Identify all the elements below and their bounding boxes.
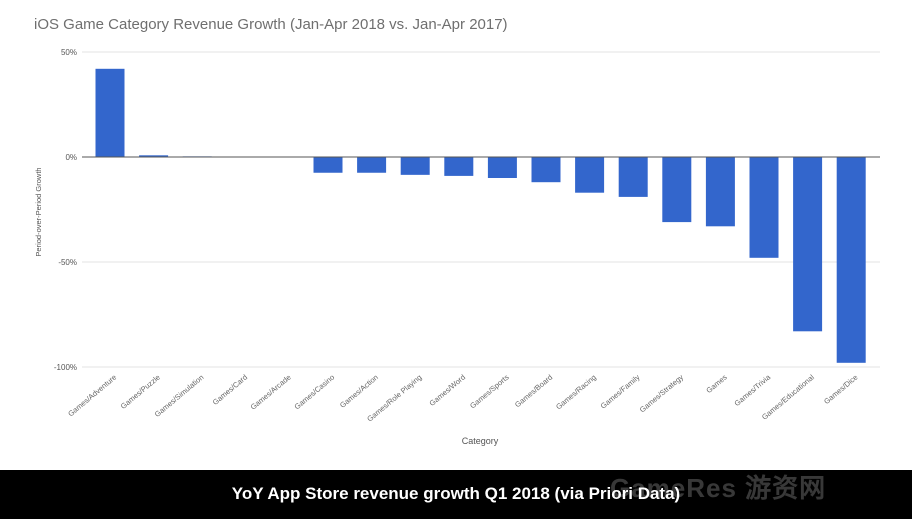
- x-tick-labels: Games/Adventure Games/PuzzleGames/Simulat…: [66, 372, 859, 423]
- x-tick-label: Games/Arcade: [249, 373, 293, 412]
- x-tick-label: Games/Trivia: [733, 372, 773, 408]
- bar: [139, 155, 169, 157]
- bars: [95, 68, 866, 363]
- gridlines: [82, 51, 880, 368]
- x-tick-label: Games/Strategy: [638, 372, 685, 414]
- bar: [793, 157, 823, 332]
- bar: [313, 157, 343, 173]
- x-tick-label: Games/Dice: [822, 373, 859, 406]
- x-tick-label: Games/Word: [428, 373, 468, 408]
- x-axis-label: Category: [462, 436, 499, 446]
- y-tick-label: 0%: [65, 153, 77, 162]
- bar: [749, 157, 779, 258]
- chart-title: iOS Game Category Revenue Growth (Jan-Ap…: [34, 16, 508, 33]
- bar-chart: 50% 0% -50% -100% Games/Adventure Games/Puzz…: [34, 48, 880, 446]
- bar: [400, 157, 430, 175]
- x-tick-label: Games: [704, 372, 728, 395]
- x-tick-label: Games/Board: [513, 373, 554, 410]
- bar: [444, 157, 474, 176]
- y-tick-labels: 50% 0% -50% -100%: [54, 48, 77, 372]
- y-tick-label: -50%: [58, 258, 77, 267]
- y-tick-label: 50%: [61, 48, 77, 57]
- x-tick-label: Games/Casino: [292, 373, 336, 412]
- bar: [487, 157, 517, 178]
- bar: [531, 157, 561, 183]
- bar: [836, 157, 866, 363]
- bar: [575, 157, 605, 193]
- y-tick-label: -100%: [54, 363, 77, 372]
- x-tick-label: Games/Action: [338, 373, 380, 410]
- bar: [95, 68, 125, 157]
- bar: [705, 157, 735, 227]
- x-tick-label: Games/Adventure: [66, 373, 118, 419]
- x-tick-label: Games/Sports: [468, 372, 511, 410]
- y-axis-label: Period-over-Period Growth: [34, 167, 43, 256]
- caption-text: YoY App Store revenue growth Q1 2018 (vi…: [231, 484, 681, 503]
- x-tick-label: Games/Family: [599, 372, 642, 410]
- bar: [662, 157, 692, 223]
- bar: [618, 157, 648, 197]
- x-tick-label: Games/Card: [211, 373, 249, 407]
- x-tick-label: Games/Racing: [554, 373, 598, 412]
- bar: [357, 157, 387, 173]
- x-tick-label: Games/Puzzle: [119, 373, 162, 411]
- caption-bar: [0, 470, 912, 519]
